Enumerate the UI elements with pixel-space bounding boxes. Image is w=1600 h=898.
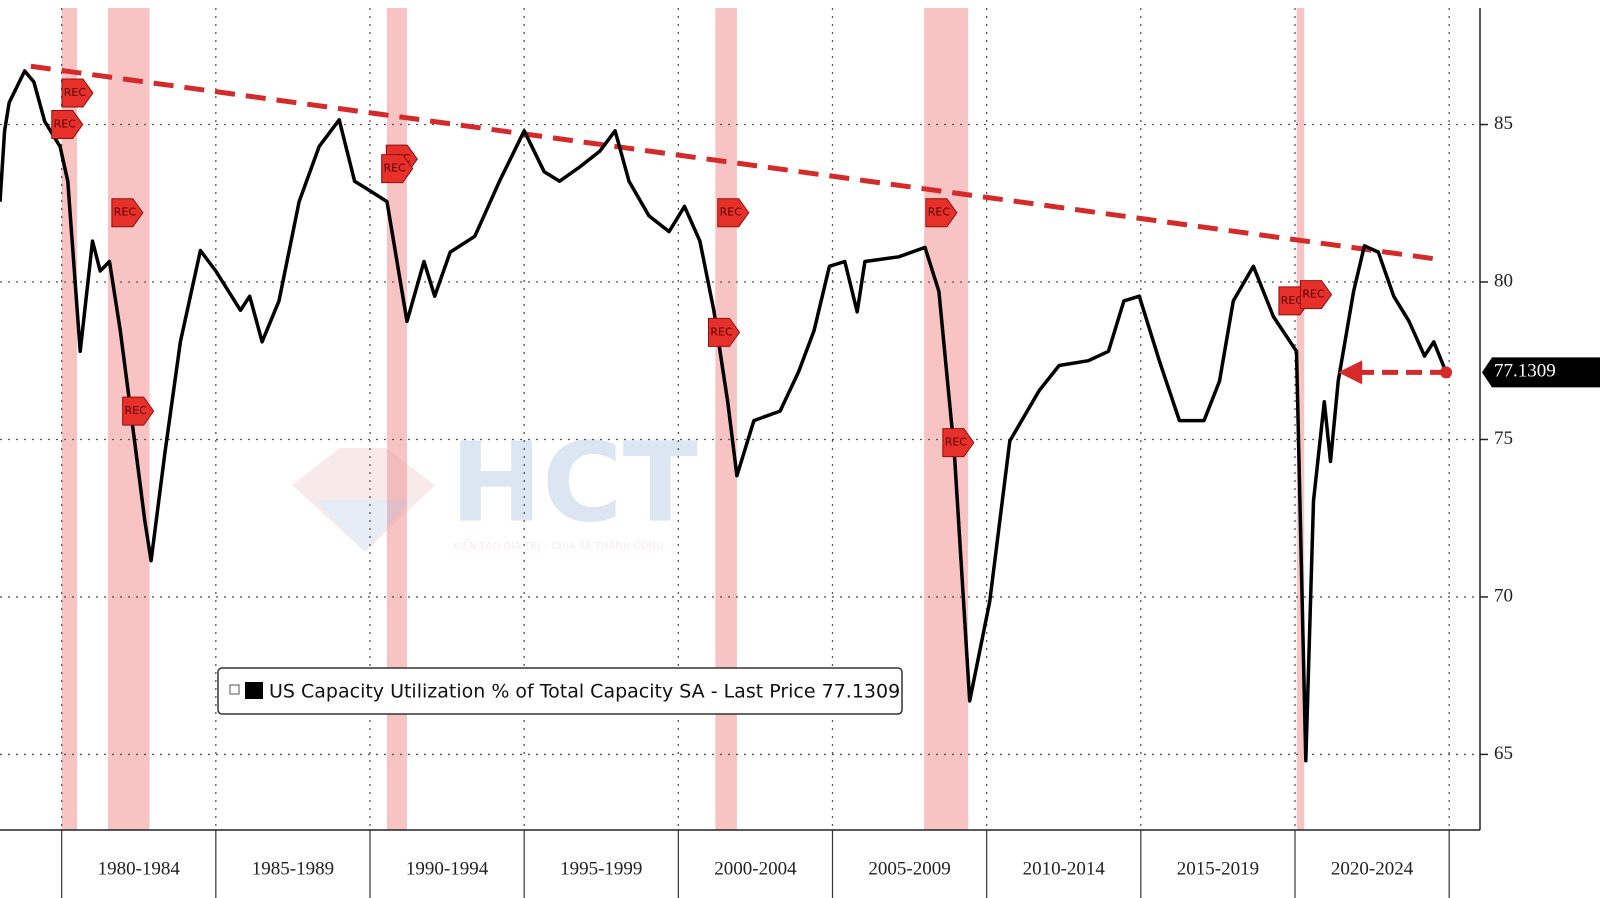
rec-marker-label: REC (114, 206, 137, 219)
rec-marker-shape (708, 317, 741, 347)
recession-band (61, 8, 78, 830)
rec-marker-shape (717, 198, 750, 228)
rec-marker-label: REC (710, 325, 733, 338)
rec-marker-shape (381, 154, 414, 184)
rec-marker: REC (708, 317, 741, 347)
last-price-arrowhead (1338, 360, 1363, 385)
y-tick-label: 80 (1494, 270, 1513, 291)
legend-box (217, 667, 903, 715)
legend-label: US Capacity Utilization % of Total Capac… (269, 681, 900, 703)
rec-marker: REC (111, 198, 144, 228)
rec-marker: REC (925, 198, 958, 228)
rec-marker: REC (717, 198, 750, 228)
last-price-dot (1440, 366, 1453, 379)
rec-marker: REC (122, 396, 155, 426)
recession-band (924, 8, 969, 830)
rec-marker: REC (61, 78, 94, 108)
legend-swatch (245, 682, 263, 699)
rec-marker: REC (1300, 280, 1333, 310)
x-tick-label: 1985-1989 (252, 858, 334, 879)
rec-marker-label: REC (384, 162, 407, 175)
rec-marker-label: REC (928, 206, 951, 219)
watermark-logo (292, 448, 435, 552)
x-tick-label: 2000-2004 (714, 858, 797, 879)
rec-marker-shape (51, 110, 84, 140)
rec-marker-label: REC (125, 404, 148, 417)
x-tick-label: 2015-2019 (1177, 858, 1259, 879)
rec-marker: REC (51, 110, 84, 140)
recession-band (386, 8, 407, 830)
rec-marker-shape (925, 198, 958, 228)
legend: US Capacity Utilization % of Total Capac… (217, 667, 903, 715)
rec-marker-shape (111, 198, 144, 228)
y-tick-label: 85 (1494, 113, 1513, 134)
trend-line (30, 63, 1444, 263)
x-tick-label: 2010-2014 (1023, 858, 1106, 879)
watermark-text: HCT (450, 418, 698, 546)
y-tick-label: 75 (1494, 428, 1513, 449)
rec-marker-shape (122, 396, 155, 426)
x-tick-label: 1990-1994 (406, 858, 489, 879)
data-line (0, 69, 1448, 763)
x-tick-label: 2020-2024 (1331, 858, 1414, 879)
x-tick-label: 1995-1999 (560, 858, 642, 879)
last-price-tag (1482, 357, 1600, 388)
rec-marker-label: REC (54, 118, 77, 131)
rec-marker: REC (381, 154, 414, 184)
rec-marker-label: REC (1281, 294, 1304, 307)
rec-marker-label: REC (64, 86, 87, 99)
rec-marker: REC (942, 428, 975, 458)
x-tick-label: 2005-2009 (868, 858, 950, 879)
rec-marker-label: REC (1302, 288, 1325, 301)
rec-marker-shape (942, 428, 975, 458)
watermark: HCT KIẾN TẠO GIÁ TRỊ – CHIA SẺ THÀNH CÔN… (292, 418, 698, 552)
y-tick-label: 70 (1494, 585, 1513, 606)
y-tick-label: 65 (1494, 743, 1513, 764)
legend-expander (229, 684, 240, 695)
last-price-label: 77.1309 (1494, 361, 1556, 382)
watermark-logo (315, 500, 410, 552)
watermark-tagline: KIẾN TẠO GIÁ TRỊ – CHIA SẺ THÀNH CÔNG (453, 538, 664, 552)
x-tick-label: 1980-1984 (98, 858, 181, 879)
rec-marker-shape (61, 78, 94, 108)
rec-marker-label: REC (945, 436, 968, 449)
recession-band (1296, 8, 1305, 830)
rec-marker-shape (1300, 280, 1333, 310)
rec-marker-label: REC (720, 206, 743, 219)
